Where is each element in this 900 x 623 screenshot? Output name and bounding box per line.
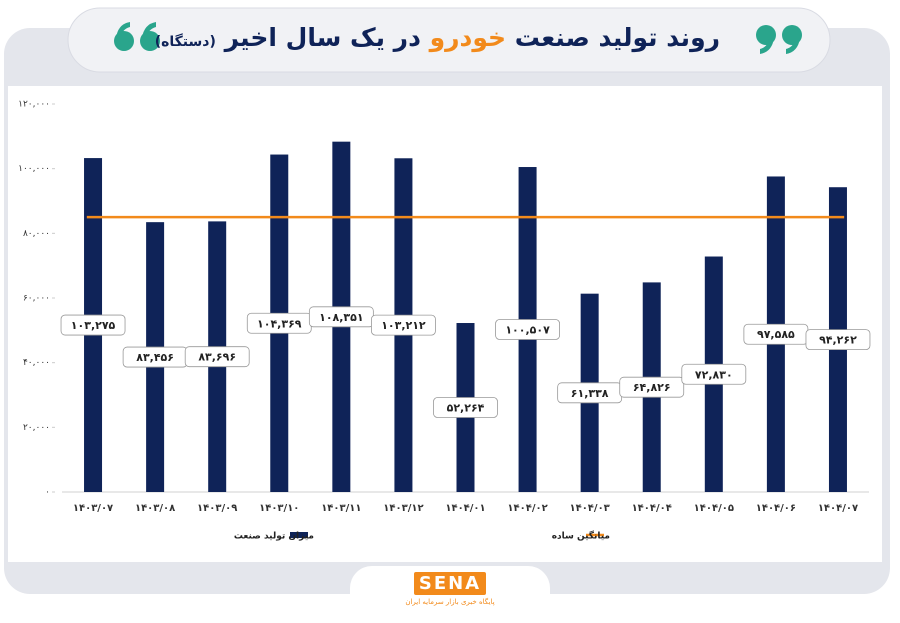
value-label-box [805, 329, 871, 351]
value-label-box [433, 397, 498, 418]
y-tick-label: ۴۰,۰۰۰ [23, 358, 50, 368]
value-label: ۸۳,۶۹۶ [198, 351, 236, 364]
plot: ۰ ۲۰,۰۰۰ ۴۰,۰۰۰ ۶۰,۰۰۰ ۸۰,۰۰۰ ۱۰۰,۰۰۰ ۱۲۰,۰۰۰ ۱… [18, 100, 871, 542]
value-label: ۱۰۳,۲۱۲ [381, 319, 426, 332]
legend-label: میانگین ساده [552, 530, 610, 542]
title-part: در یک سال اخیر [224, 23, 421, 52]
quote-right [756, 25, 802, 54]
x-tick-label: ۱۴۰۴/۰۶ [756, 503, 796, 514]
value-label: ۱۰۸,۳۵۱ [319, 311, 363, 324]
title-unit: (دستگاه) [154, 34, 216, 50]
legend-swatch [290, 532, 308, 538]
x-tick-label: ۱۴۰۴/۰۲ [507, 503, 547, 514]
brand-logo: SENA [413, 572, 487, 595]
x-tick-label: ۱۴۰۳/۰۸ [135, 503, 175, 514]
y-tick-label: ۲۰,۰۰۰ [23, 423, 50, 433]
x-tick-label: ۱۴۰۳/۰۹ [197, 503, 237, 514]
quote-left [114, 22, 160, 51]
value-label-box [371, 314, 436, 336]
value-label-box [60, 314, 126, 336]
value-label: ۹۷,۵۸۵ [757, 328, 795, 341]
y-tick-label: ۰ [45, 488, 50, 498]
value-label-box [495, 319, 560, 340]
title-pill [67, 7, 831, 73]
value-label: ۱۰۴,۳۶۹ [257, 317, 302, 330]
x-tick-label: ۱۴۰۳/۱۰ [259, 503, 299, 514]
title-highlight: خودرو [429, 23, 507, 52]
x-tick-label: ۱۴۰۳/۱۲ [383, 503, 423, 514]
x-tick-label: ۱۴۰۳/۰۷ [73, 503, 113, 514]
y-tick-label: ۶۰,۰۰۰ [23, 294, 50, 304]
chart-title: روند تولید صنعت خودرو در یک سال اخیر (دس… [155, 18, 720, 58]
value-label: ۹۴,۲۶۲ [819, 334, 857, 347]
footer: SENA پایگاه خبری بازار سرمایه ایران [390, 572, 510, 616]
x-tick-label: ۱۴۰۴/۰۴ [632, 503, 672, 514]
title-part: روند تولید صنعت [514, 23, 720, 52]
legend-label: میزان تولید صنعت [234, 532, 314, 542]
x-tick-label: ۱۴۰۴/۰۵ [694, 503, 734, 514]
value-label: ۶۱,۳۳۸ [571, 387, 609, 400]
x-tick-label: ۱۴۰۳/۱۱ [321, 503, 361, 514]
value-label-box [681, 363, 747, 385]
value-label: ۷۲,۸۳۰ [695, 368, 733, 381]
x-tick-label: ۱۴۰۴/۰۷ [818, 503, 858, 514]
value-label: ۸۳,۴۵۶ [136, 351, 174, 364]
value-label: ۵۲,۲۶۴ [447, 402, 485, 415]
y-tick-label: ۸۰,۰۰۰ [23, 229, 50, 239]
value-label: ۱۰۳,۲۷۵ [71, 319, 116, 332]
brand-tagline: پایگاه خبری بازار سرمایه ایران [405, 598, 495, 606]
y-tick-label: ۱۰۰,۰۰۰ [18, 164, 50, 174]
value-label: ۱۰۰,۵۰۷ [505, 324, 550, 337]
x-tick-label: ۱۴۰۴/۰۳ [570, 503, 610, 514]
value-label-box [619, 376, 685, 398]
value-label: ۶۴,۸۲۶ [633, 381, 671, 394]
value-label-box [184, 346, 250, 368]
y-tick-label: ۱۲۰,۰۰۰ [18, 100, 50, 110]
x-tick-label: ۱۴۰۴/۰۱ [445, 503, 485, 514]
